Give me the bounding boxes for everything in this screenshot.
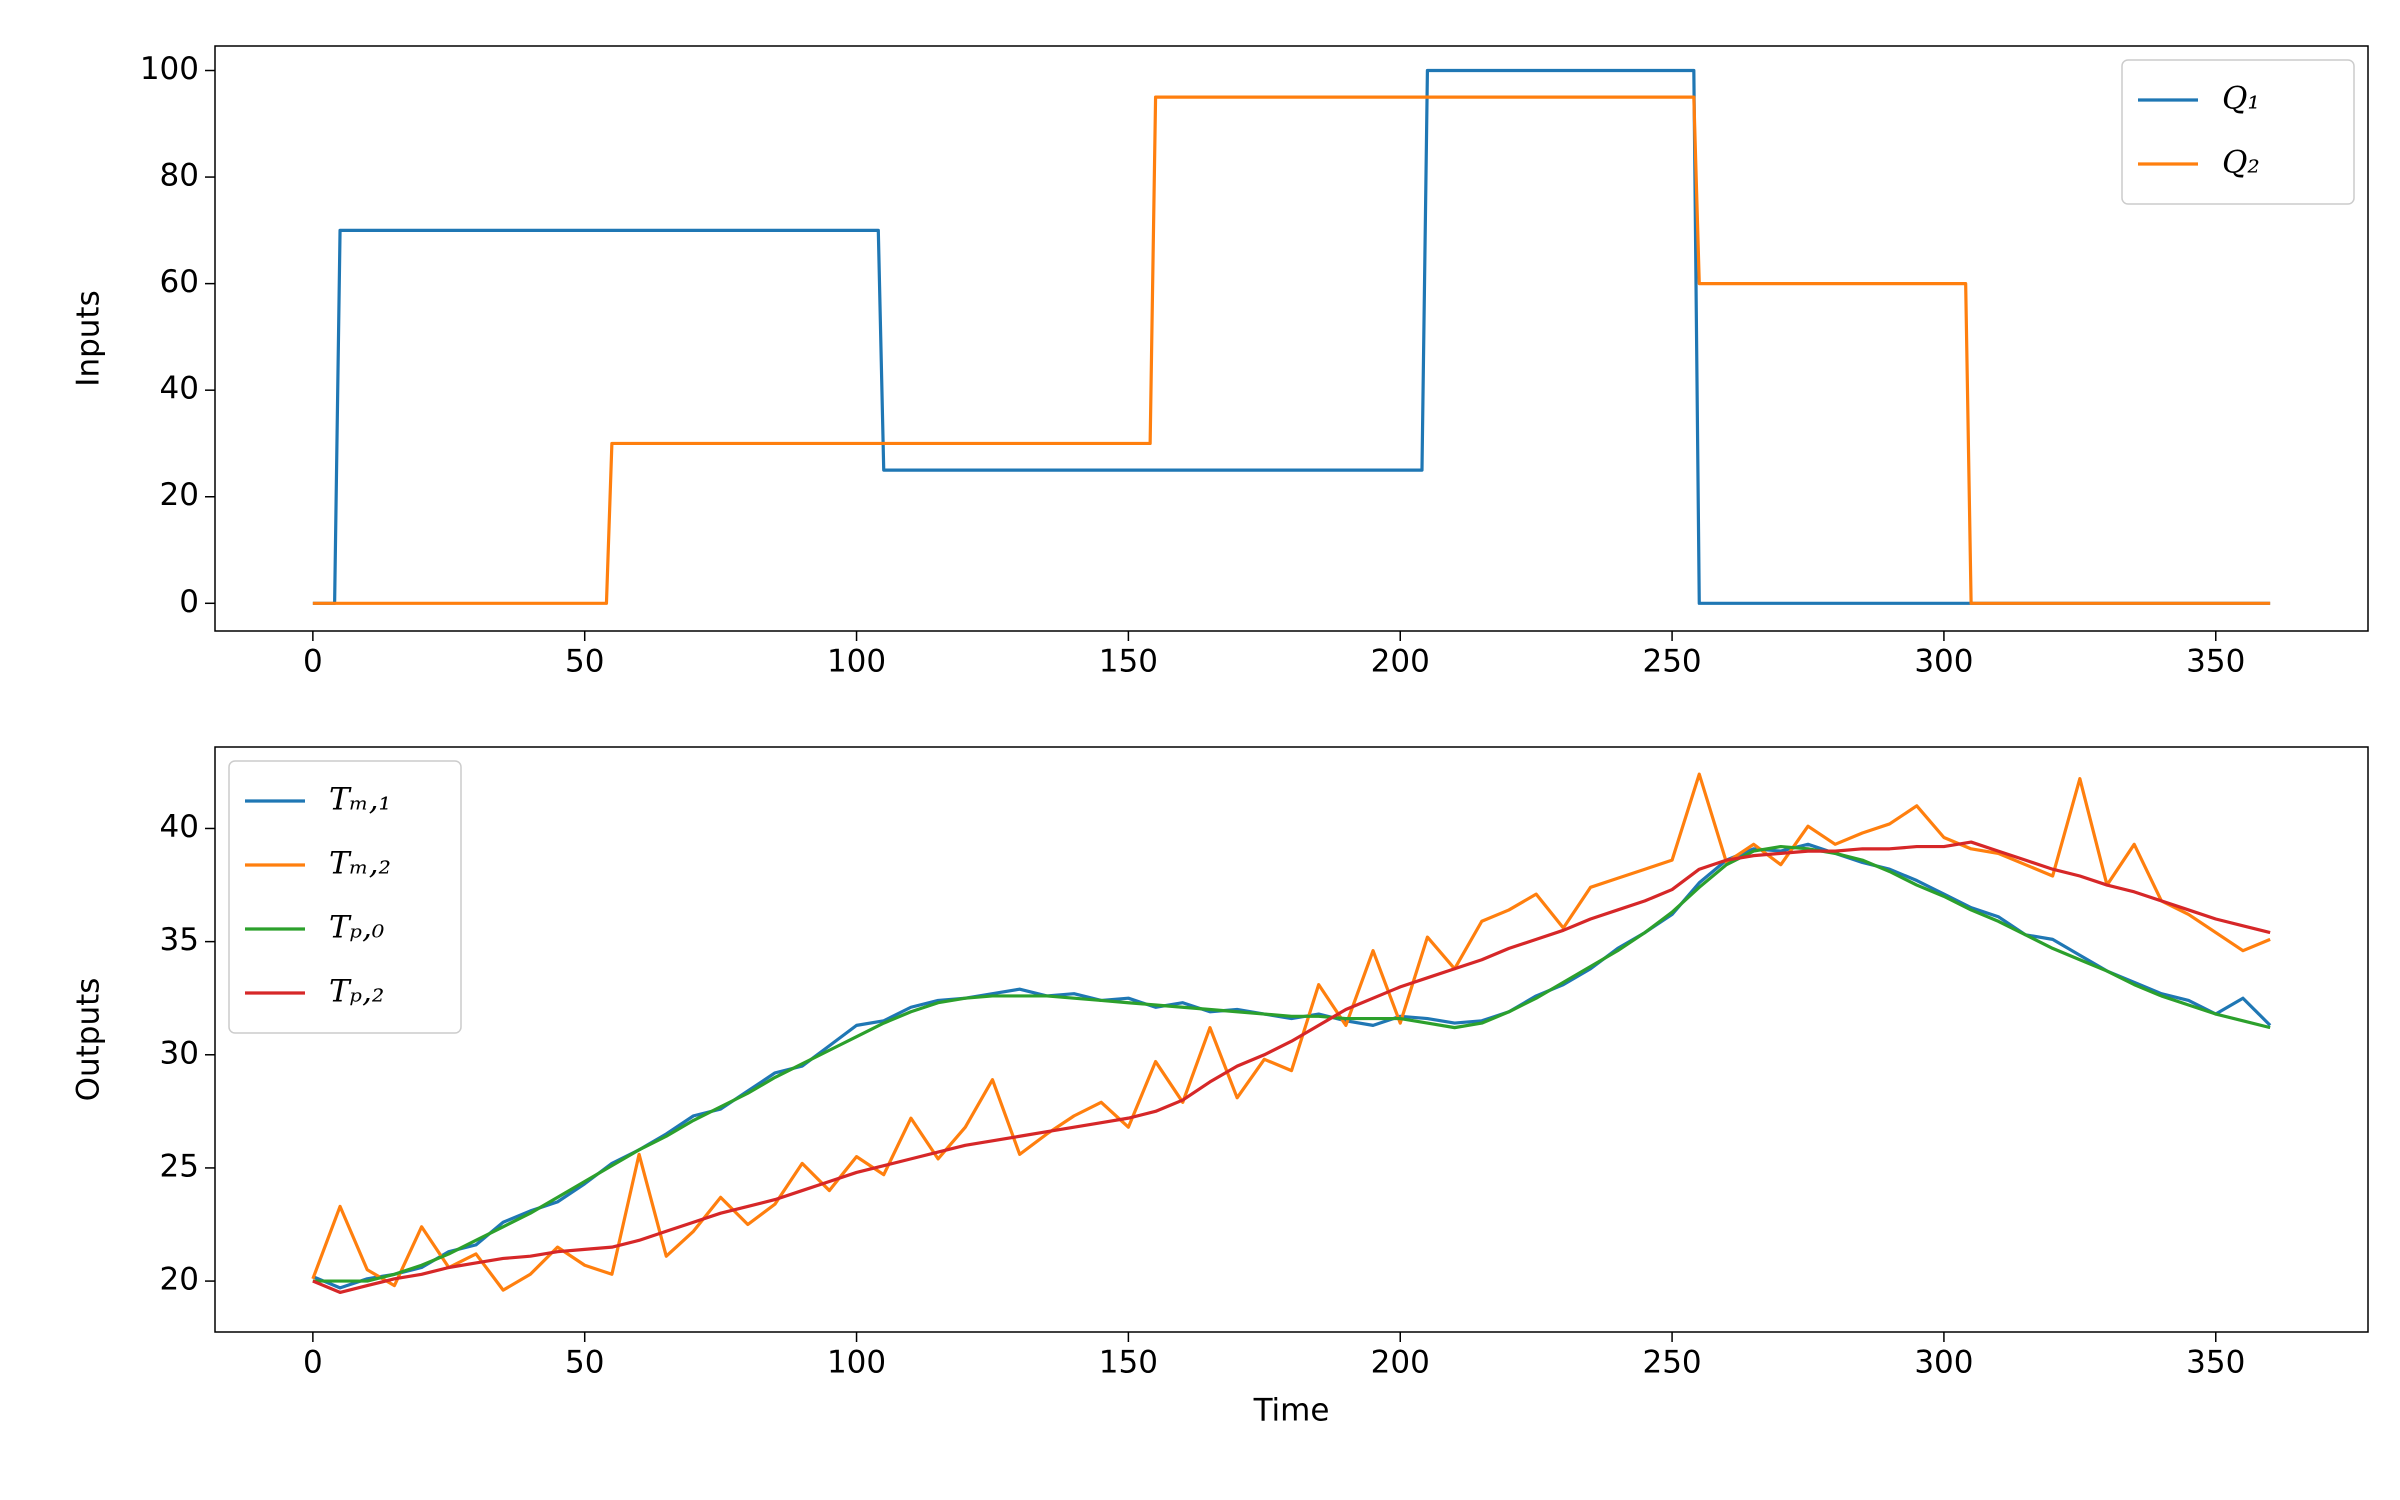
x-axis-label: Time	[1253, 1393, 1330, 1429]
x-tick-label: 350	[2186, 1345, 2245, 1381]
legend: Q₁ Q₂	[2121, 59, 2355, 205]
x-tick-label: 300	[1914, 1345, 1973, 1381]
x-tick-label: 50	[565, 1345, 604, 1381]
x-tick-label: 100	[827, 1345, 886, 1381]
y-tick-label: 20	[160, 477, 199, 513]
legend-label: Tₚ,₀	[329, 910, 385, 946]
legend-label: Tₘ,₂	[329, 846, 391, 882]
y-tick-label: 35	[160, 922, 199, 958]
plot-frame	[214, 45, 2369, 632]
x-tick-label: 0	[303, 1345, 323, 1381]
y-tick-label: 30	[160, 1035, 199, 1071]
x-tick-label: 250	[1642, 1345, 1701, 1381]
legend: Tₘ,₁ Tₘ,₂ Tₚ,₀ Tₚ,₂	[228, 760, 462, 1034]
y-tick-label: 20	[160, 1262, 199, 1298]
y-axis-label: Inputs	[71, 290, 107, 386]
x-tick-label: 150	[1099, 644, 1158, 680]
series-line	[312, 68, 2271, 605]
legend-frame	[228, 760, 462, 1034]
legend-label: Tₘ,₁	[329, 782, 391, 818]
x-tick-label: 200	[1371, 1345, 1430, 1381]
legend-frame	[2121, 59, 2355, 205]
y-axis-label: Outputs	[71, 978, 107, 1102]
x-tick-label: 350	[2186, 644, 2245, 680]
x-tick-label: 50	[565, 644, 604, 680]
x-tick-label: 250	[1642, 644, 1701, 680]
plot-frame	[214, 746, 2369, 1333]
x-tick-label: 300	[1914, 644, 1973, 680]
series-line	[312, 844, 2271, 1283]
x-tick-label: 150	[1099, 1345, 1158, 1381]
y-tick-label: 100	[140, 51, 199, 87]
series-line	[312, 95, 2271, 605]
x-tick-label: 0	[303, 644, 323, 680]
x-tick-label: 200	[1371, 644, 1430, 680]
series-line	[312, 840, 2271, 1294]
x-tick-label: 100	[827, 644, 886, 680]
y-tick-label: 40	[160, 371, 199, 407]
y-tick-label: 40	[160, 809, 199, 845]
y-tick-label: 80	[160, 158, 199, 194]
y-tick-label: 60	[160, 264, 199, 300]
y-tick-label: 25	[160, 1148, 199, 1184]
legend-label: Q₁	[2222, 81, 2260, 117]
series-line	[311, 772, 2271, 1292]
y-tick-label: 0	[179, 584, 199, 620]
legend-label: Q₂	[2222, 145, 2260, 181]
legend-label: Tₚ,₂	[329, 974, 384, 1010]
